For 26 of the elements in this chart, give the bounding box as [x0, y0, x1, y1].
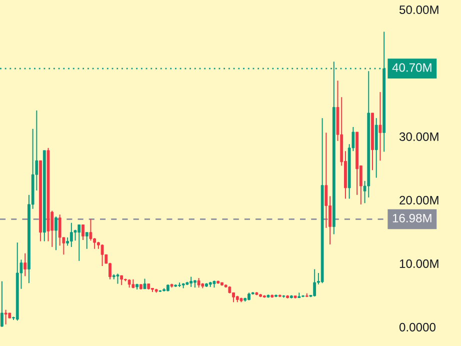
candlestick: [58, 214, 62, 246]
candlestick: [4, 309, 8, 325]
candlestick: [378, 92, 382, 162]
candlestick: [197, 278, 200, 288]
candlestick: [190, 276, 193, 288]
y-tick-label: 0.0000: [399, 322, 436, 332]
ref-line-label: 40.70M: [392, 63, 432, 72]
candlestick: [143, 278, 146, 290]
candlestick: [85, 232, 88, 250]
candlestick: [82, 224, 84, 240]
y-tick-label: 30.00M: [399, 132, 438, 141]
candlestick: [24, 252, 27, 277]
candlestick: [100, 244, 104, 267]
candlestick: [78, 224, 81, 262]
candlestick: [116, 273, 120, 284]
candlestick: [324, 132, 328, 228]
candlestick: [54, 216, 58, 251]
y-tick-label: 10.00M: [400, 259, 438, 268]
y-tick-label: 20.00M: [400, 196, 438, 204]
candlestick: [313, 268, 316, 297]
candlestick: [0, 280, 4, 328]
ref-line-label: 16.98M: [392, 214, 432, 222]
candlestick: [89, 218, 92, 242]
candlestick: [70, 222, 73, 248]
candlestick: [120, 275, 124, 286]
y-tick-label: 50.00M: [399, 5, 438, 14]
